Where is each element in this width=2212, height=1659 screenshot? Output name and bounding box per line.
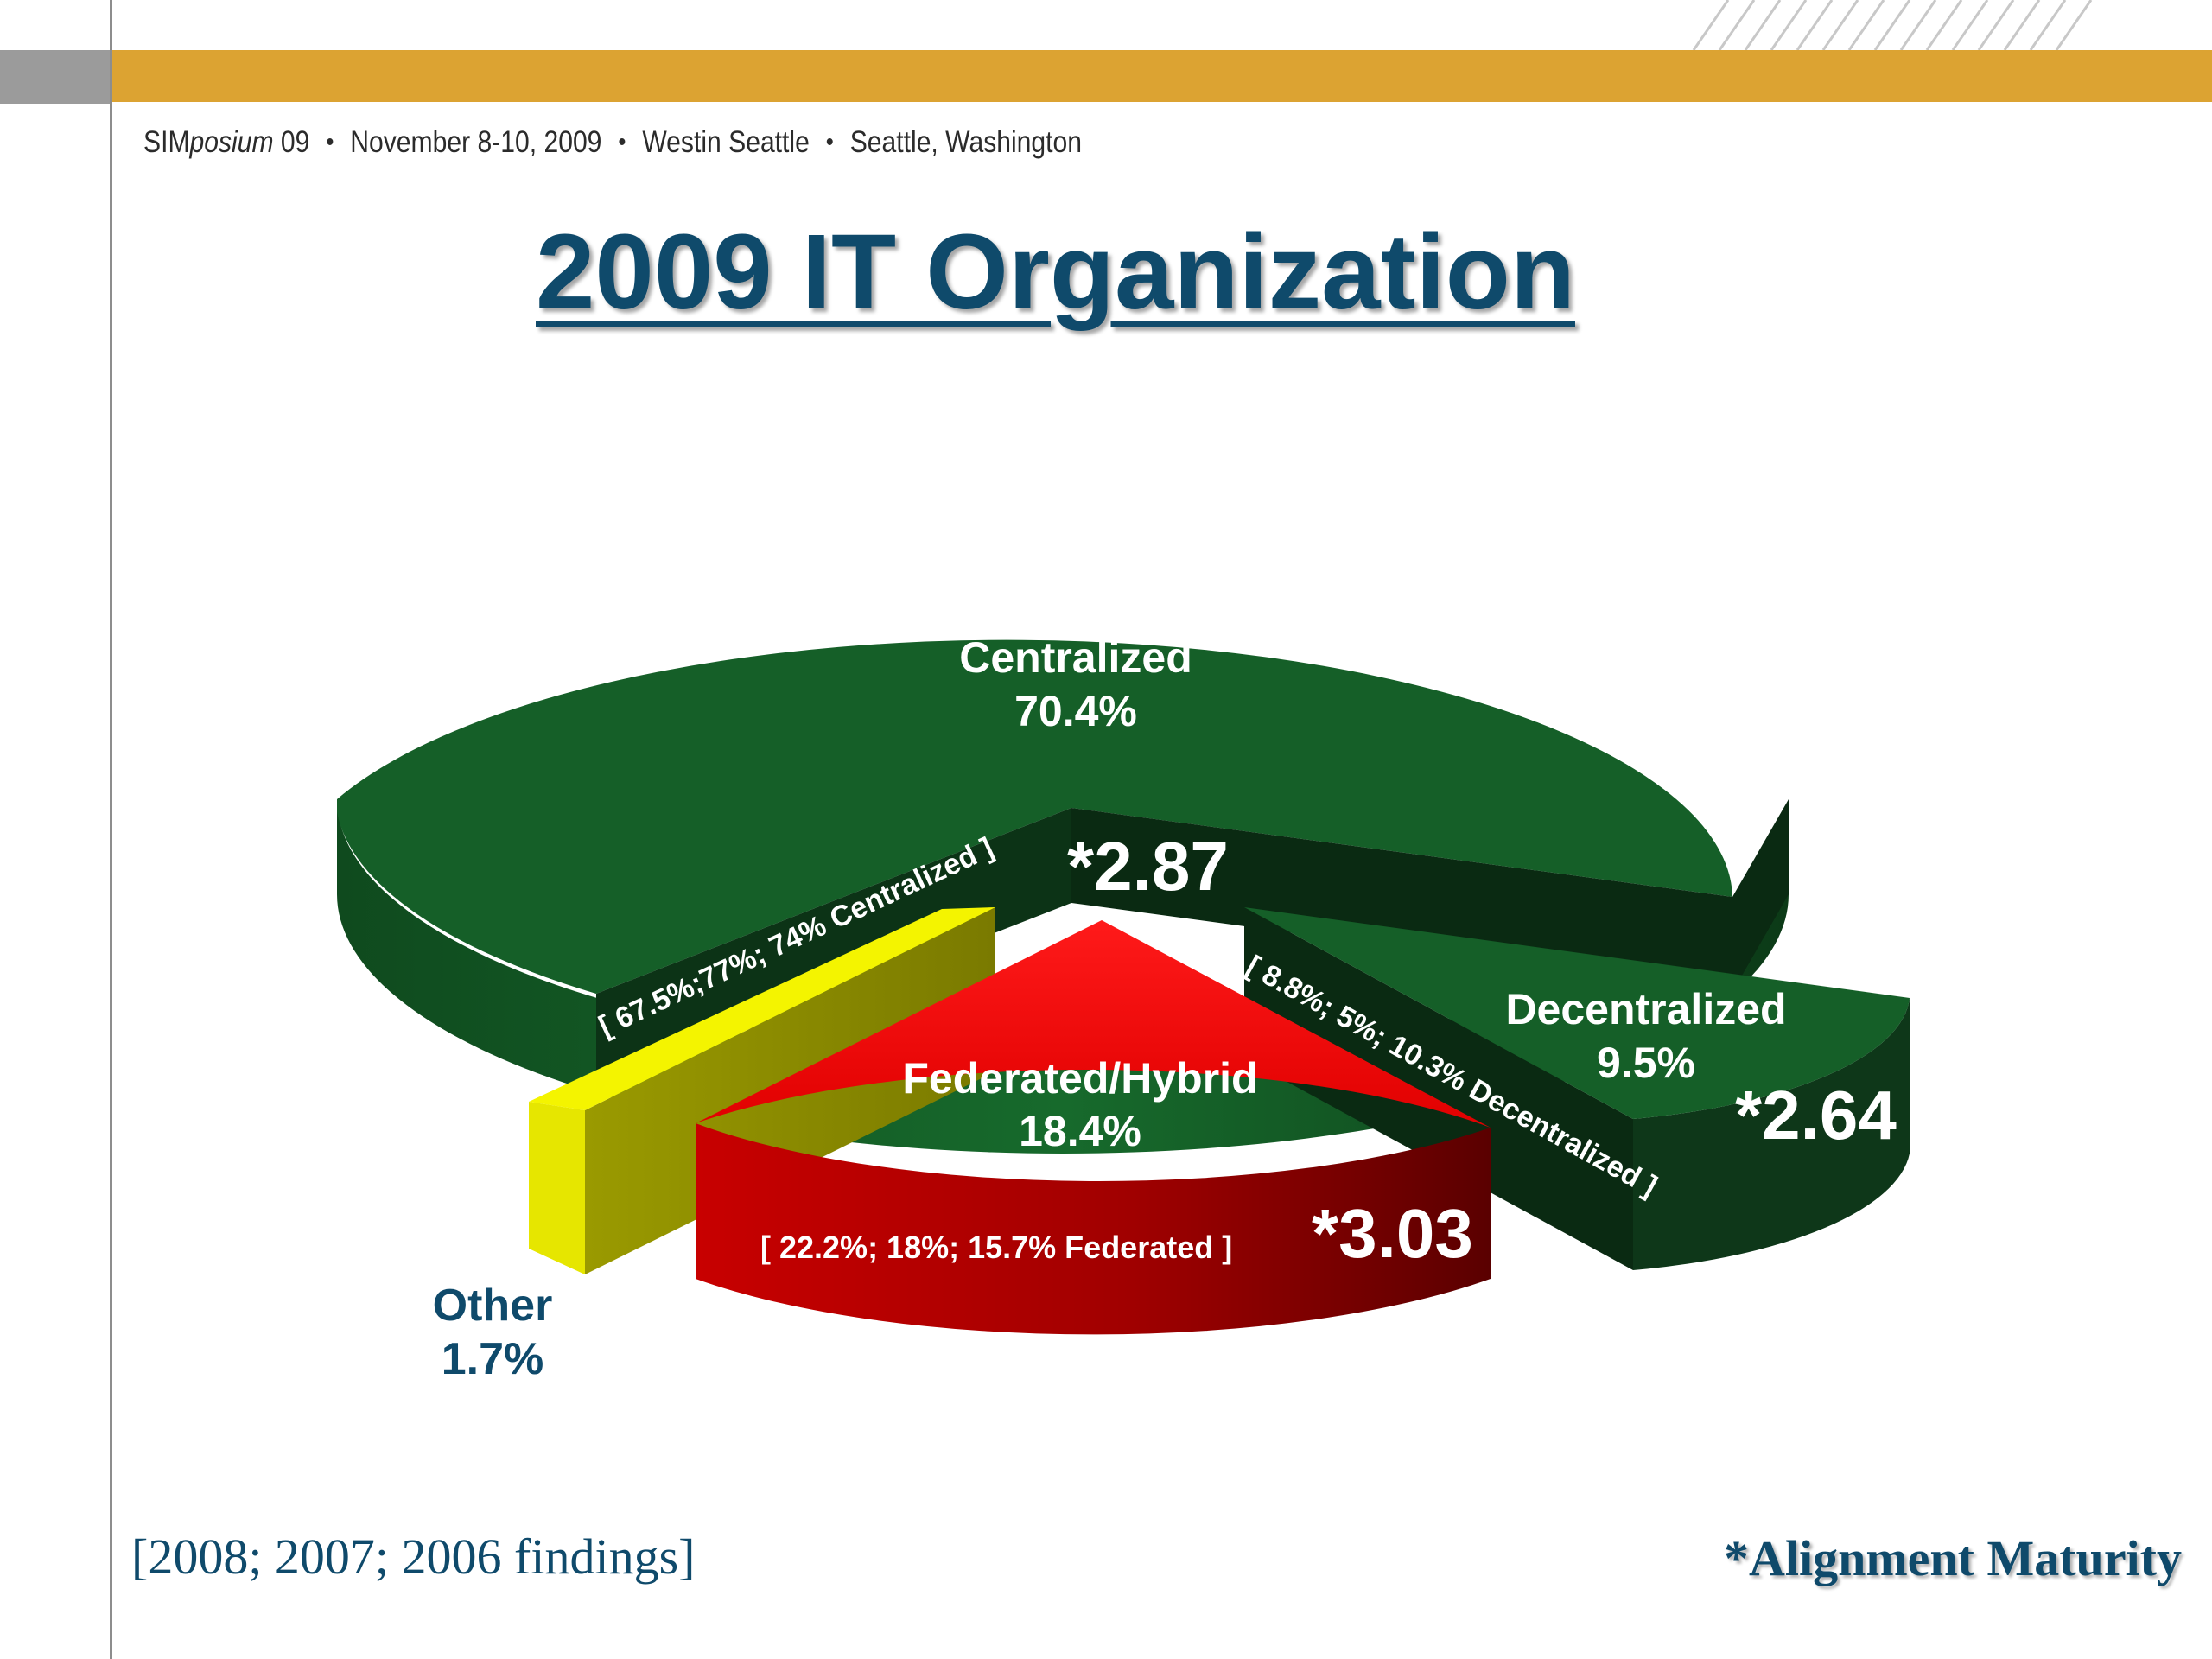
left-rule	[110, 0, 112, 1659]
conference-venue: Westin Seattle	[642, 125, 810, 159]
bullet-separator: •	[825, 128, 834, 156]
slice-federated-top	[696, 920, 1491, 1128]
slice-federated-side	[696, 1123, 1491, 1335]
alignment-score-decentralized: *2.64	[1735, 1077, 1897, 1154]
prior-federated-annotation: [ 22.2%; 18%; 15.7% Federated ]	[760, 1230, 1232, 1265]
bullet-separator: •	[618, 128, 626, 156]
slice-centralized-top	[337, 639, 1732, 994]
header-gold-band	[112, 50, 2212, 102]
conference-brand: SIMposium 09	[143, 125, 310, 159]
conference-date: November 8-10, 2009	[350, 125, 602, 159]
value-centralized: 70.4%	[1014, 687, 1137, 735]
conference-header: SIMposium 09 • November 8-10, 2009 • Wes…	[143, 121, 1082, 164]
value-other: 1.7%	[442, 1334, 544, 1384]
value-decentralized: 9.5%	[1597, 1039, 1695, 1087]
label-decentralized: Decentralized	[1505, 985, 1786, 1033]
alignment-maturity-legend: *Alignment Maturity	[1724, 1530, 2182, 1586]
label-centralized: Centralized	[959, 633, 1192, 682]
slice-centralized-cut-face-right	[1071, 799, 1789, 992]
findings-note: [2008; 2007; 2006 findings]	[131, 1529, 696, 1585]
alignment-score-federated: *3.03	[1312, 1195, 1473, 1272]
label-federated: Federated/Hybrid	[902, 1054, 1257, 1103]
value-federated: 18.4%	[1019, 1107, 1141, 1155]
conference-city: Seattle, Washington	[849, 125, 1083, 159]
page-title: 2009 IT Organization	[536, 213, 1575, 332]
slice-federated	[696, 920, 1491, 1335]
slice-decentralized	[1244, 907, 1910, 1270]
alignment-score-centralized: *2.87	[1067, 828, 1229, 905]
slice-decentralized-side	[1244, 907, 1633, 1270]
slice-decentralized-top	[1244, 907, 1910, 1119]
slice-other-top	[529, 907, 995, 1110]
slice-other-front	[529, 1102, 585, 1274]
label-other: Other	[433, 1281, 553, 1331]
slice-decentralized-side-outer	[1633, 998, 1910, 1270]
bullet-separator: •	[326, 128, 334, 156]
header-hatch-decoration	[1692, 0, 2093, 50]
header-gray-block	[0, 50, 111, 104]
